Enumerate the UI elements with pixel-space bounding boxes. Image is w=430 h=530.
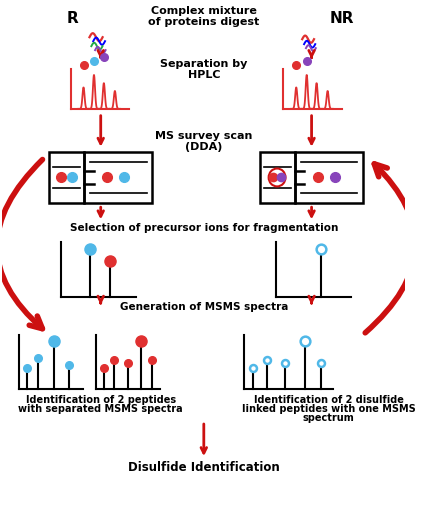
Text: MS survey scan: MS survey scan [155, 131, 252, 140]
Text: Identification of 2 disulfide: Identification of 2 disulfide [254, 395, 403, 405]
FancyArrowPatch shape [0, 160, 43, 329]
Text: Generation of MSMS spectra: Generation of MSMS spectra [120, 302, 288, 312]
Text: Complex mixture: Complex mixture [151, 6, 257, 16]
Bar [49, 152, 84, 204]
Bar [295, 152, 363, 204]
Text: Separation by: Separation by [160, 59, 248, 69]
Text: of proteins digest: of proteins digest [148, 17, 259, 28]
Text: HPLC: HPLC [187, 70, 220, 80]
FancyArrowPatch shape [365, 164, 415, 333]
Bar [260, 152, 295, 204]
Text: Selection of precursor ions for fragmentation: Selection of precursor ions for fragment… [70, 223, 338, 233]
Text: (DDA): (DDA) [185, 142, 222, 152]
Text: Identification of 2 peptides: Identification of 2 peptides [26, 395, 176, 405]
Text: NR: NR [329, 11, 354, 26]
Bar [84, 152, 152, 204]
Text: with separated MSMS spectra: with separated MSMS spectra [18, 404, 183, 414]
Text: spectrum: spectrum [303, 413, 354, 423]
Text: linked peptides with one MSMS: linked peptides with one MSMS [242, 404, 415, 414]
Text: Disulfide Identification: Disulfide Identification [128, 461, 280, 474]
Text: R: R [67, 11, 79, 26]
